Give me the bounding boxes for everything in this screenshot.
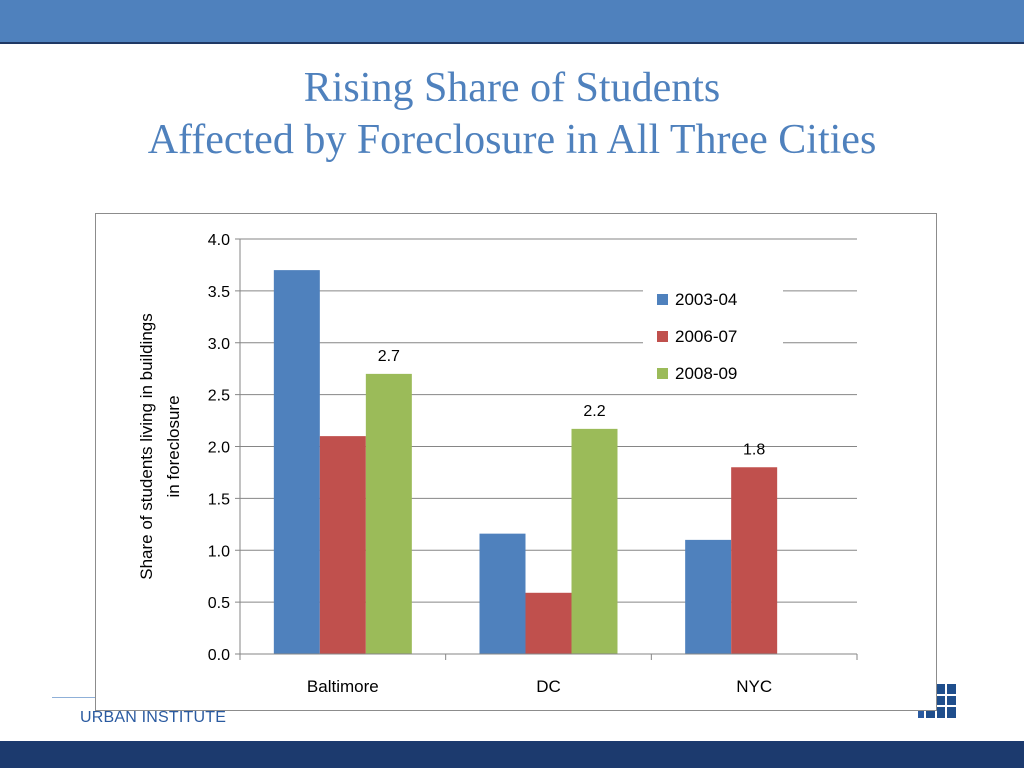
bar — [685, 539, 732, 654]
y-axis-title-line-2: in foreclosure — [164, 395, 183, 497]
y-tick-label: 1.5 — [208, 491, 230, 508]
y-tick-label: 2.0 — [208, 440, 230, 457]
brand-wordmark: URBAN INSTITUTE — [80, 709, 227, 726]
data-label: 2.2 — [583, 403, 605, 420]
bar — [479, 533, 526, 654]
slide-title-line-1: Rising Share of Students — [303, 65, 721, 111]
bar-chart: 0.0 0.5 1.0 1.5 2.0 2.5 3.0 3.5 4.0 Baltimore DC NY… — [137, 232, 858, 696]
bottom-band — [0, 741, 1024, 768]
slide-title: Rising Share of Students Affected by For… — [0, 62, 1024, 166]
data-label: 2.7 — [378, 348, 400, 365]
x-tick-label: Baltimore — [307, 677, 379, 696]
y-tick-label: 0.5 — [208, 595, 230, 612]
bar — [525, 592, 572, 654]
data-label: 1.8 — [743, 441, 765, 458]
legend-label: 2003-04 — [675, 290, 737, 309]
y-tick-label: 2.5 — [208, 388, 230, 405]
x-tick-label: DC — [536, 677, 561, 696]
y-tick-label: 3.0 — [208, 336, 230, 353]
y-tick-label: 0.0 — [208, 647, 230, 664]
y-tick-label: 3.5 — [208, 284, 230, 301]
bar — [319, 436, 366, 654]
legend-label: 2006-07 — [675, 327, 737, 346]
legend-label: 2008-09 — [675, 364, 737, 383]
bar — [571, 428, 618, 654]
y-tick-label: 4.0 — [208, 232, 230, 249]
legend-swatch — [657, 294, 668, 305]
bar — [365, 373, 412, 654]
slide-title-line-2: Affected by Foreclosure in All Three Cit… — [147, 117, 877, 163]
legend-swatch — [657, 368, 668, 379]
bar — [731, 467, 778, 654]
y-tick-label: 1.0 — [208, 543, 230, 560]
x-tick-label: NYC — [736, 677, 772, 696]
y-axis-title-line-1: Share of students living in buildings — [137, 313, 156, 580]
legend-swatch — [657, 331, 668, 342]
top-band — [0, 0, 1024, 44]
bar — [273, 270, 320, 654]
